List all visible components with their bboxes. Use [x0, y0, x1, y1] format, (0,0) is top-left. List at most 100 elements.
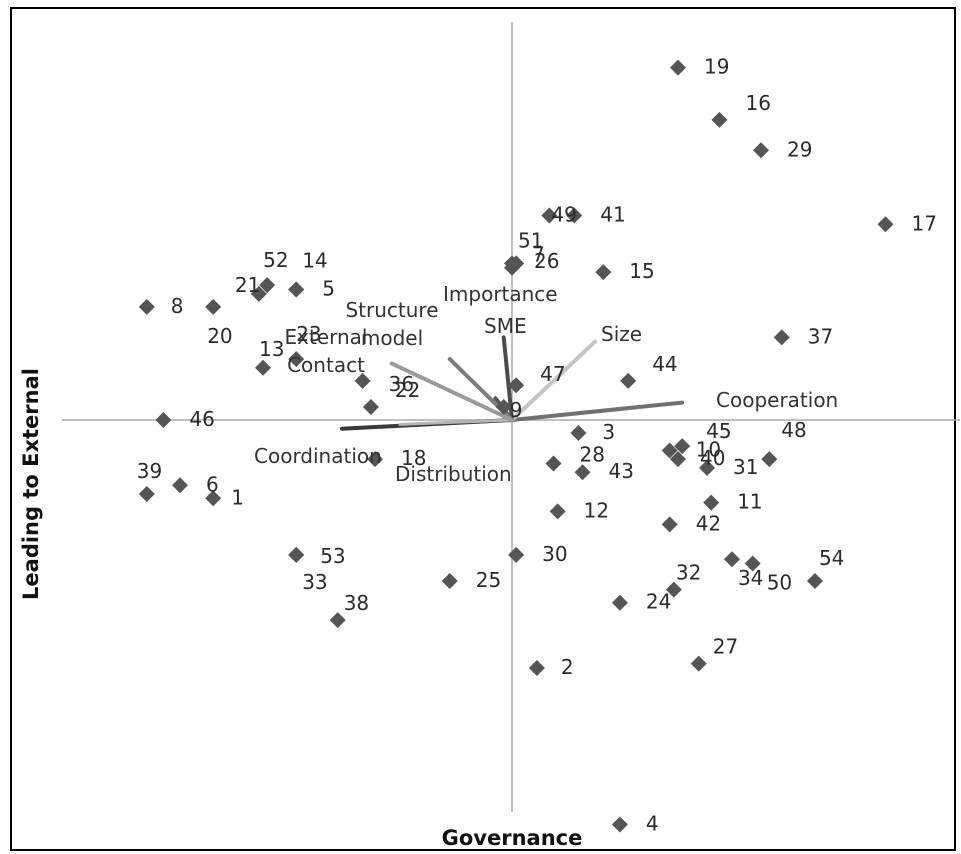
point-label-25: 25	[476, 568, 501, 592]
point-label-12: 12	[584, 498, 609, 522]
point-label-16: 16	[746, 91, 771, 115]
point-label-11: 11	[737, 490, 762, 514]
vector-label-structure-model-line1: Structure	[345, 298, 438, 322]
point-marker-54	[806, 572, 823, 589]
point-label-32: 32	[676, 561, 701, 585]
vector-size	[510, 339, 597, 422]
vector-label-cooperation: Cooperation	[716, 388, 838, 412]
point-label-38: 38	[344, 591, 369, 615]
point-label-30: 30	[542, 542, 567, 566]
point-label-14: 14	[302, 249, 327, 273]
vector-labels: Cooperation Coordination Distribution Size S…	[254, 282, 838, 486]
point-label-50: 50	[767, 571, 792, 595]
vector-label-distribution: Distribution	[395, 462, 512, 486]
point-marker-9	[495, 398, 512, 415]
point-label-9: 9	[510, 398, 523, 422]
point-marker-43	[574, 464, 591, 481]
vector-label-external-contact-line2: Contact	[287, 353, 365, 377]
point-label-20: 20	[207, 324, 232, 348]
point-label-5: 5	[322, 277, 335, 301]
point-marker-53	[288, 546, 305, 563]
point-label-36: 36	[389, 372, 414, 396]
point-label-34: 34	[738, 566, 763, 590]
vector-label-sme: SME	[484, 314, 527, 338]
point-label-26: 26	[534, 249, 559, 273]
point-label-43: 43	[609, 459, 634, 483]
vector-cooperation	[510, 400, 685, 422]
point-marker-14	[288, 281, 305, 298]
point-marker-28	[545, 455, 562, 472]
point-label-8: 8	[171, 294, 184, 318]
point-label-53: 53	[320, 544, 345, 568]
vector-external-contact	[389, 361, 514, 422]
point-marker-42	[661, 516, 678, 533]
point-marker-30	[508, 546, 525, 563]
point-marker-2	[528, 659, 545, 676]
point-label-23: 23	[296, 322, 321, 346]
point-marker-23	[288, 351, 305, 368]
point-label-46: 46	[189, 407, 214, 431]
point-marker-29	[753, 142, 769, 159]
point-label-4: 4	[646, 812, 659, 836]
point-marker-27	[690, 655, 707, 672]
point-label-24: 24	[646, 590, 671, 614]
point-marker-17	[877, 216, 894, 233]
point-label-54: 54	[819, 546, 844, 570]
point-label-19: 19	[704, 55, 729, 79]
vector-distribution	[398, 418, 514, 426]
point-label-42: 42	[696, 511, 721, 535]
vector-label-coordination: Coordination	[254, 444, 382, 468]
point-label-29: 29	[787, 137, 812, 161]
point-marker-40	[670, 451, 686, 468]
point-label-52: 52	[263, 248, 288, 272]
point-marker-10	[661, 442, 678, 459]
point-label-15: 15	[629, 259, 654, 283]
point-marker-41	[566, 207, 583, 224]
point-label-2: 2	[561, 655, 574, 679]
point-marker-20	[205, 298, 222, 315]
point-marker-18	[367, 451, 384, 468]
point-marker-32	[665, 581, 682, 598]
point-label-48: 48	[781, 418, 806, 442]
point-marker-49	[541, 207, 558, 224]
point-label-41: 41	[600, 203, 625, 227]
point-label-17: 17	[912, 211, 937, 235]
point-label-7: 7	[532, 242, 545, 266]
point-label-27: 27	[713, 635, 738, 659]
point-marker-3	[570, 425, 587, 442]
point-marker-24	[611, 594, 628, 611]
point-marker-15	[595, 264, 612, 281]
point-marker-46	[155, 412, 172, 428]
point-marker-8	[138, 298, 155, 315]
point-marker-16	[711, 111, 728, 128]
point-label-49: 49	[551, 203, 576, 227]
point-marker-11	[703, 494, 720, 511]
vector-label-importance: Importance	[443, 282, 558, 306]
point-label-37: 37	[808, 324, 833, 348]
point-label-6: 6	[206, 472, 219, 496]
point-marker-25	[441, 572, 458, 589]
point-label-3: 3	[602, 420, 615, 444]
point-marker-34	[723, 551, 740, 568]
point-label-13: 13	[259, 337, 284, 361]
point-marker-22	[362, 398, 379, 415]
point-marker-13	[255, 359, 271, 376]
point-label-51: 51	[518, 228, 543, 252]
point-marker-31	[699, 459, 716, 476]
point-marker-50	[744, 555, 761, 572]
point-label-40: 40	[700, 446, 725, 470]
point-marker-12	[549, 503, 566, 520]
point-label-44: 44	[652, 352, 677, 376]
point-marker-38	[329, 612, 346, 629]
point-label-45: 45	[706, 419, 731, 443]
point-label-47: 47	[540, 362, 565, 386]
y-axis-title: Leading to External	[19, 368, 43, 600]
point-marker-36	[354, 372, 371, 389]
point-label-31: 31	[733, 455, 758, 479]
vector-label-size: Size	[601, 322, 642, 346]
point-marker-1	[205, 490, 222, 507]
point-marker-39	[138, 485, 155, 502]
point-label-33: 33	[302, 570, 327, 594]
point-marker-45	[674, 438, 691, 455]
